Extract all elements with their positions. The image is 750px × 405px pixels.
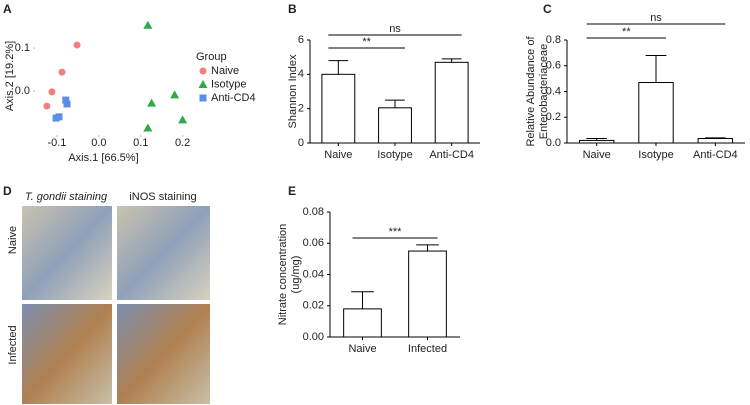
y-tick-label: 0.08 [303,206,324,218]
micrograph [22,304,112,404]
bar [408,250,447,338]
y-tick-label: 2 [298,103,304,115]
legend-label: Naive [211,65,239,77]
x-tick-label: 0.0 [91,137,106,149]
x-tick-label: 0.2 [175,137,190,149]
panel-label: A [3,2,12,16]
micrograph [117,304,210,404]
x-tick-label: -0.1 [47,137,66,149]
row-label: Naive [7,226,19,254]
point [147,98,157,107]
panel-d: D T. gondii staining iNOS staining Naive… [3,184,210,404]
x-tick-label: Naive [348,343,376,355]
y-tick-label: 0.1 [15,42,30,54]
bar [638,81,674,144]
panel-label: B [288,2,297,16]
y-tick-label: 0.04 [303,268,324,280]
x-tick-label: Isotype [638,149,673,161]
x-tick-label: Anti-CD4 [429,149,474,161]
point [178,115,188,124]
y-axis-label: Shannon Index [287,54,299,129]
x-tick-label: Naive [324,149,352,161]
y-tick-label: 0 [298,137,304,149]
y-tick-label: 4 [298,68,304,80]
y-tick-label: 0.0 [15,85,30,97]
bar [578,139,615,144]
point [170,90,180,99]
point [58,68,66,76]
significance-label: ns [650,12,662,24]
bar [378,107,412,144]
point [143,20,153,29]
significance-label: *** [389,226,403,238]
y-tick-label: 0.8 [546,34,561,46]
bar [343,308,382,338]
point [63,100,71,108]
x-tick-label: 0.1 [133,137,148,149]
legend-marker [199,67,207,75]
y-axis-label: Nitrate concentration [277,224,289,326]
panel-label: D [3,184,12,198]
y-tick-label: 0.02 [303,300,324,312]
y-axis-label: Relative Abundance of [525,36,537,147]
column-label: iNOS staining [129,191,196,203]
legend-marker [199,94,207,102]
panel-label: E [288,184,296,198]
x-tick-label: Isotype [377,149,412,161]
y-axis-label: Enterobacteriaceae [538,44,550,139]
panel-label: C [543,2,552,16]
bar [321,73,356,144]
bar [434,61,469,144]
x-tick-label: Anti-CD4 [693,149,738,161]
y-tick-label: 0.0 [546,137,561,149]
legend-marker [198,80,208,88]
significance-label: ns [389,23,401,35]
point [55,113,63,121]
micrograph [117,206,210,300]
x-tick-label: Naive [583,149,611,161]
point [43,102,51,110]
micrograph [22,206,112,300]
legend-label: Anti-CD4 [211,92,256,104]
x-axis-label: Axis.1 [66.5%] [68,152,138,164]
point [143,123,153,132]
y-tick-label: 0.2 [546,111,561,123]
y-tick-label: 0.4 [546,85,561,97]
significance-label: ** [622,26,631,38]
y-axis-label: (ug/mg) [290,256,302,294]
bar [697,137,734,144]
y-tick-label: 0.6 [546,60,561,72]
y-tick-label: 0.06 [303,237,324,249]
point [48,88,56,96]
point [62,96,70,104]
x-tick-label: Infected [408,343,447,355]
y-tick-label: 0.00 [303,331,324,343]
y-axis-label: Axis.2 [19.2%] [4,41,16,111]
y-tick-label: 6 [298,34,304,46]
row-label: Infected [7,325,19,364]
legend-title: Group [196,51,227,63]
point [73,41,81,49]
column-label: T. gondii staining [25,191,108,203]
significance-label: ** [362,36,371,48]
legend-label: Isotype [211,78,246,90]
